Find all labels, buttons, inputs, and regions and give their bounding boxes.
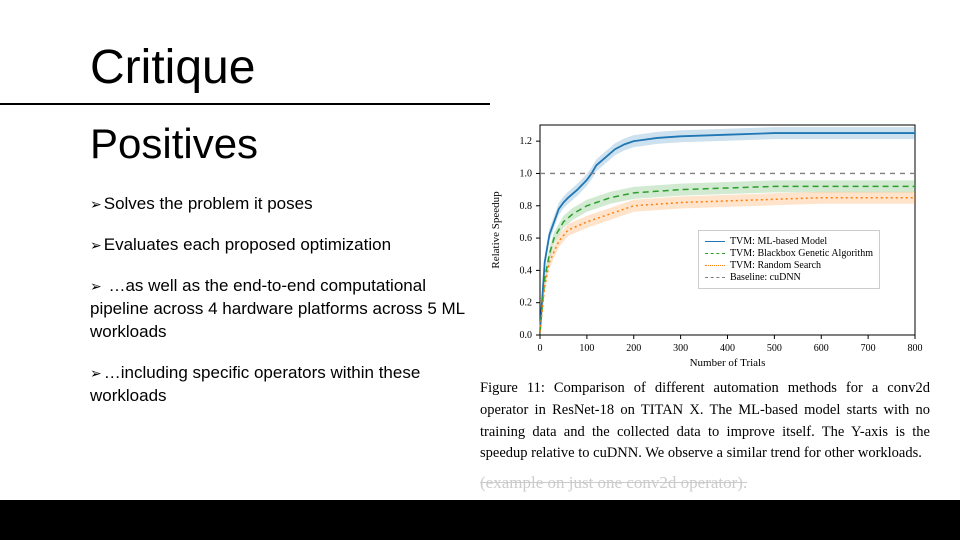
- content-row: Positives Solves the problem it poses Ev…: [0, 105, 960, 540]
- svg-text:800: 800: [908, 343, 923, 354]
- bullet-item: Solves the problem it poses: [90, 193, 470, 216]
- legend-label: TVM: Blackbox Genetic Algorithm: [730, 248, 873, 259]
- svg-text:400: 400: [720, 343, 735, 354]
- bullet-text: Evaluates each proposed optimization: [104, 235, 391, 254]
- svg-text:0.6: 0.6: [520, 233, 533, 244]
- page-title: Critique: [0, 0, 490, 105]
- speedup-chart: 0 100 200 300 400 500 600 700 800 0.0 0.2 0.4 0.6 0.8…: [480, 115, 930, 370]
- legend-swatch: [705, 253, 725, 254]
- svg-text:100: 100: [579, 343, 594, 354]
- legend-swatch: [705, 241, 725, 242]
- bullet-text: Solves the problem it poses: [104, 194, 313, 213]
- svg-text:0.2: 0.2: [520, 298, 533, 309]
- legend-swatch: [705, 265, 725, 266]
- legend-item: TVM: Blackbox Genetic Algorithm: [705, 248, 873, 259]
- legend-label: TVM: Random Search: [730, 260, 821, 271]
- subtitle: Positives: [90, 120, 470, 168]
- strikethrough-note: (example on just one conv2d operator).: [480, 473, 930, 493]
- right-column: 0 100 200 300 400 500 600 700 800 0.0 0.2 0.4 0.6 0.8…: [480, 115, 960, 540]
- bullet-item: …including specific operators within the…: [90, 362, 470, 408]
- svg-text:1.0: 1.0: [520, 168, 533, 179]
- figure-caption: Figure 11: Comparison of different autom…: [480, 378, 930, 465]
- bullet-text: …as well as the end-to-end computational…: [90, 276, 464, 341]
- svg-text:Relative Speedup: Relative Speedup: [490, 191, 502, 269]
- chart-legend: TVM: ML-based ModelTVM: Blackbox Genetic…: [698, 230, 880, 289]
- svg-text:1.2: 1.2: [520, 136, 533, 147]
- bullet-item: …as well as the end-to-end computational…: [90, 275, 470, 344]
- svg-text:500: 500: [767, 343, 782, 354]
- svg-text:Number of Trials: Number of Trials: [690, 357, 766, 369]
- bullet-item: Evaluates each proposed optimization: [90, 234, 470, 257]
- legend-swatch: [705, 277, 725, 278]
- svg-text:300: 300: [673, 343, 688, 354]
- bottom-bar: [0, 500, 960, 540]
- svg-text:700: 700: [861, 343, 876, 354]
- svg-text:200: 200: [626, 343, 641, 354]
- bullet-text: …including specific operators within the…: [90, 363, 420, 405]
- legend-item: Baseline: cuDNN: [705, 272, 873, 283]
- svg-text:0.4: 0.4: [520, 265, 533, 276]
- svg-text:600: 600: [814, 343, 829, 354]
- svg-text:0: 0: [538, 343, 543, 354]
- legend-label: TVM: ML-based Model: [730, 236, 827, 247]
- svg-text:0.8: 0.8: [520, 201, 533, 212]
- slide: Critique Positives Solves the problem it…: [0, 0, 960, 540]
- legend-label: Baseline: cuDNN: [730, 272, 801, 283]
- legend-item: TVM: ML-based Model: [705, 236, 873, 247]
- legend-item: TVM: Random Search: [705, 260, 873, 271]
- left-column: Positives Solves the problem it poses Ev…: [0, 115, 480, 540]
- svg-text:0.0: 0.0: [520, 330, 533, 341]
